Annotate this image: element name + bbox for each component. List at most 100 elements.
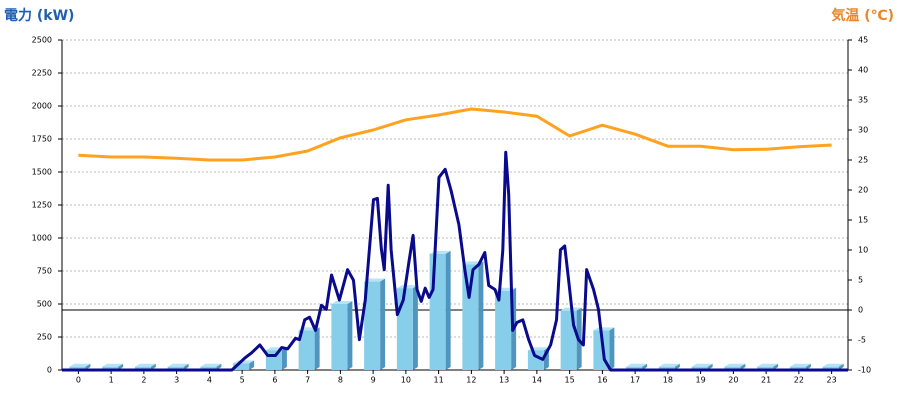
bar xyxy=(822,366,839,370)
x-tick-label: 19 xyxy=(696,376,706,385)
bar-side xyxy=(347,301,353,370)
x-tick-label: 5 xyxy=(240,376,245,385)
bar xyxy=(691,366,708,370)
y2-tick-label: 0 xyxy=(858,306,863,315)
bar xyxy=(233,363,250,370)
bar-top xyxy=(331,301,353,304)
bar xyxy=(134,366,151,370)
x-tick-label: 12 xyxy=(466,376,476,385)
y-tick-label: 1000 xyxy=(32,234,52,243)
bar-side xyxy=(445,250,451,370)
bar-top xyxy=(200,363,222,367)
x-tick-label: 0 xyxy=(76,376,81,385)
y2-tick-label: 25 xyxy=(858,156,868,165)
y-tick-label: 2250 xyxy=(32,69,52,78)
bar xyxy=(167,366,184,370)
bar-side xyxy=(740,363,746,370)
x-tick-label: 8 xyxy=(338,376,343,385)
bar xyxy=(626,366,643,370)
line-series xyxy=(62,150,848,372)
bar-side xyxy=(773,363,779,370)
bar-side xyxy=(118,363,124,370)
y2-tick-label: 40 xyxy=(858,66,868,75)
y2-tick-label: 10 xyxy=(858,246,868,255)
bar-side xyxy=(609,327,615,370)
bar-side xyxy=(249,360,255,370)
x-tick-label: 20 xyxy=(728,376,738,385)
bar xyxy=(396,288,413,370)
bar-top xyxy=(724,363,746,367)
bar-top xyxy=(364,278,386,282)
y2-tick-label: 35 xyxy=(858,96,868,105)
bar-top xyxy=(134,363,156,367)
x-tick-label: 14 xyxy=(532,376,542,385)
bar xyxy=(789,366,806,370)
x-tick-label: 10 xyxy=(401,376,411,385)
bar xyxy=(495,290,512,370)
x-tick-label: 16 xyxy=(597,376,607,385)
bar-top xyxy=(69,363,91,367)
bar-side xyxy=(674,363,680,370)
x-tick-label: 17 xyxy=(630,376,640,385)
y-tick-label: 250 xyxy=(37,333,52,342)
bar xyxy=(298,330,315,370)
y2-tick-label: 30 xyxy=(858,126,868,135)
bar-side xyxy=(412,285,418,370)
y2-tick-label: 45 xyxy=(858,36,868,45)
y-tick-label: 750 xyxy=(37,267,52,276)
y-tick-label: 1250 xyxy=(32,201,52,210)
y-tick-label: 0 xyxy=(47,366,52,375)
bar-top xyxy=(658,363,680,367)
bar-side xyxy=(216,363,222,370)
bar-side xyxy=(707,363,713,370)
x-tick-label: 3 xyxy=(174,376,179,385)
x-tick-label: 7 xyxy=(305,376,310,385)
bar-top xyxy=(822,363,844,367)
bar-side xyxy=(838,363,844,370)
bar-side xyxy=(183,363,189,370)
bar xyxy=(527,350,544,370)
bar-side xyxy=(642,363,648,370)
bar xyxy=(331,304,348,370)
bar xyxy=(757,366,774,370)
bar-top xyxy=(626,363,648,367)
bar xyxy=(200,366,217,370)
x-tick-label: 9 xyxy=(371,376,376,385)
y2-axis-title: 気温 (℃) xyxy=(831,7,894,24)
x-tick-label: 21 xyxy=(761,376,771,385)
x-tick-label: 4 xyxy=(207,376,212,385)
bar-side xyxy=(314,327,320,370)
bar-side xyxy=(805,363,811,370)
bar xyxy=(364,281,381,370)
bar xyxy=(658,366,675,370)
bar-top xyxy=(757,363,779,367)
x-tick-label: 23 xyxy=(827,376,837,385)
x-tick-label: 13 xyxy=(499,376,509,385)
bar-top xyxy=(691,363,713,367)
bar-top xyxy=(396,285,418,289)
bar-top xyxy=(167,363,189,367)
bar xyxy=(462,264,479,370)
y2-tick-label: 5 xyxy=(858,276,863,285)
bar xyxy=(69,366,86,370)
y2-tick-label: -10 xyxy=(858,366,871,375)
x-tick-label: 1 xyxy=(109,376,114,385)
y2-tick-label: 15 xyxy=(858,216,868,225)
x-tick-label: 18 xyxy=(663,376,673,385)
bar xyxy=(429,253,446,370)
y-tick-label: 1750 xyxy=(32,135,52,144)
bar-side xyxy=(380,278,386,370)
bar xyxy=(265,350,282,370)
bar-top xyxy=(102,363,124,367)
y2-tick-label: 20 xyxy=(858,186,868,195)
bar xyxy=(724,366,741,370)
bar-side xyxy=(85,363,91,370)
bar xyxy=(102,366,119,370)
y-tick-label: 2500 xyxy=(32,36,52,45)
x-tick-label: 22 xyxy=(794,376,804,385)
bar-top xyxy=(789,363,811,367)
y-tick-label: 2000 xyxy=(32,102,52,111)
x-tick-label: 2 xyxy=(141,376,146,385)
bar-side xyxy=(150,363,156,370)
x-tick-label: 15 xyxy=(565,376,575,385)
